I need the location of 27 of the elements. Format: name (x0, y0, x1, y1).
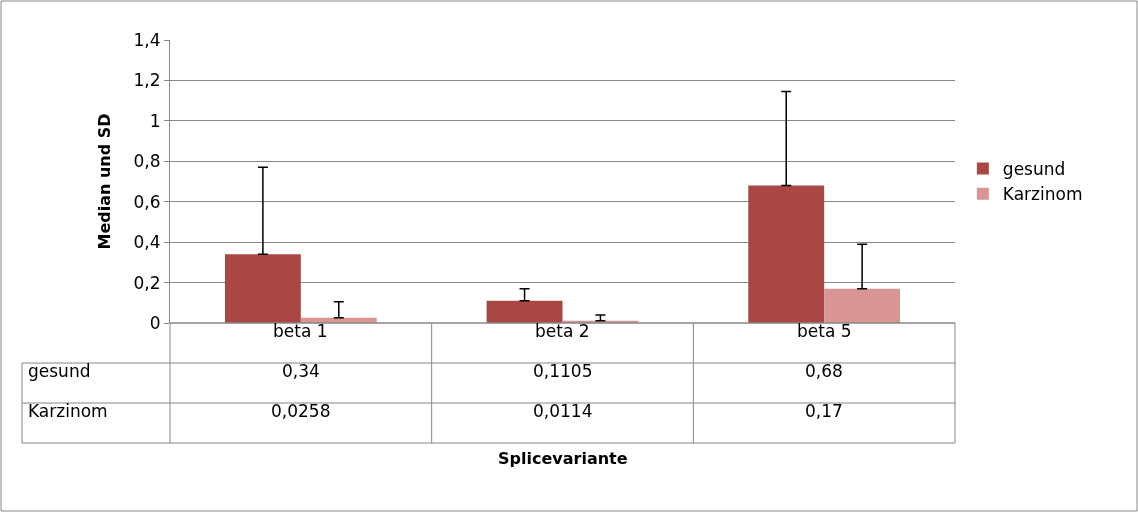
legend-label: gesund (1002, 159, 1066, 180)
data-label: 0,34 (282, 361, 320, 381)
bar (486, 300, 563, 323)
x-tick-label: beta 5 (797, 321, 852, 341)
y-tick-label: 1,2 (133, 70, 161, 91)
data-label: 0,0258 (271, 401, 331, 421)
y-tick-label: 0 (149, 312, 161, 333)
y-tick-label: 0,8 (133, 151, 161, 172)
legend-label: Karzinom (1002, 184, 1083, 205)
y-tick-label: 0,4 (133, 232, 161, 253)
data-label: 0,17 (805, 401, 843, 421)
data-label: 0,1105 (533, 361, 593, 381)
text: Splicevariante (498, 449, 628, 468)
bar (748, 185, 825, 323)
x-tick-label: beta 1 (273, 321, 328, 341)
data-label: 0,68 (805, 361, 843, 381)
y-axis-title: Median und SD (95, 113, 115, 250)
text: gesund (28, 361, 91, 381)
y-tick-label: 1,4 (133, 29, 161, 50)
text: Karzinom (28, 401, 108, 421)
data-label: 0,0114 (533, 401, 593, 421)
bar (824, 288, 901, 323)
y-tick-label: 1 (149, 110, 161, 131)
y-tick-label: 0,2 (133, 272, 161, 293)
bar (224, 254, 301, 323)
x-tick-label: beta 2 (535, 321, 590, 341)
y-tick-label: 0,6 (133, 191, 161, 212)
